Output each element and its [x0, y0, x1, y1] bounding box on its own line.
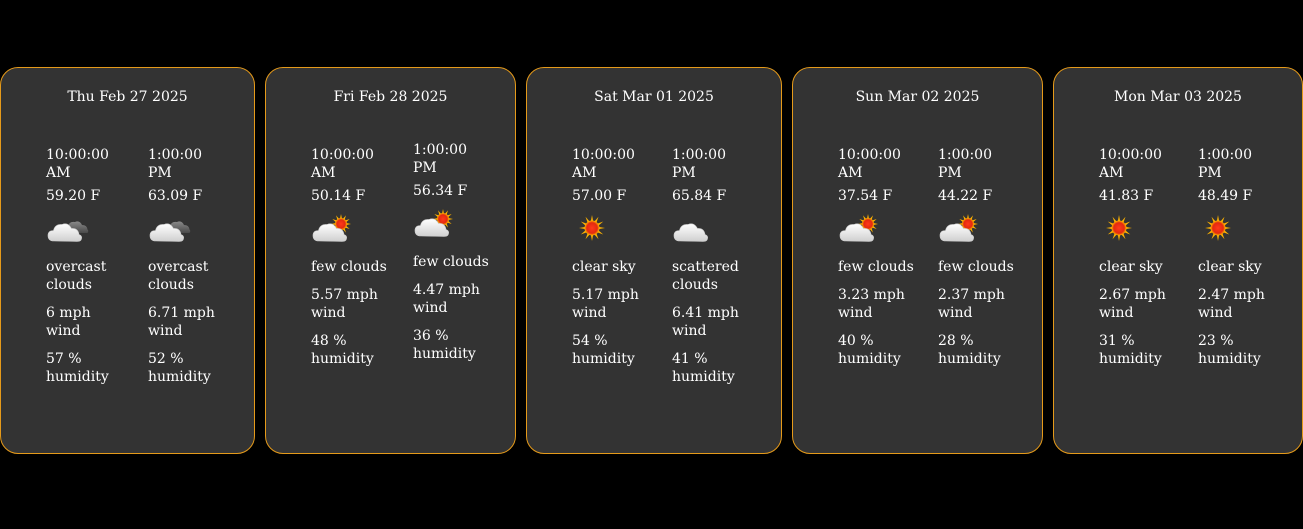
forecast-temp: 59.20 F [46, 188, 101, 204]
overcast-clouds-icon [46, 211, 128, 249]
day-date: Sat Mar 01 2025 [594, 89, 714, 105]
forecast-slot: 10:00:00 AM 57.00 F clear sky 5.17 mph w… [572, 146, 654, 368]
weather-description: few clouds [311, 259, 387, 275]
humidity: 48 % humidity [311, 333, 374, 367]
few-clouds-icon [938, 211, 1020, 249]
forecast-temp: 65.84 F [672, 188, 727, 204]
weather-description: few clouds [413, 254, 489, 270]
forecast-time: 1:00:00 PM [413, 142, 467, 176]
forecast-time: 10:00:00 AM [572, 147, 635, 181]
scattered-clouds-icon [672, 211, 754, 249]
day-card: Thu Feb 27 2025 10:00:00 AM 59.20 F over… [0, 67, 255, 454]
forecast-time: 10:00:00 AM [1099, 147, 1162, 181]
humidity: 52 % humidity [148, 351, 211, 385]
wind-speed: 6.41 mph wind [672, 305, 739, 339]
forecast-slot: 1:00:00 PM 63.09 F overcast clouds 6.71 … [148, 146, 230, 386]
humidity: 36 % humidity [413, 328, 476, 362]
humidity: 57 % humidity [46, 351, 109, 385]
weather-description: clear sky [1198, 259, 1262, 275]
forecast-temp: 56.34 F [413, 183, 468, 199]
humidity: 31 % humidity [1099, 333, 1162, 367]
forecast-temp: 48.49 F [1198, 188, 1253, 204]
wind-speed: 2.47 mph wind [1198, 287, 1265, 321]
few-clouds-icon [413, 206, 495, 244]
weather-description: scattered clouds [672, 259, 739, 293]
few-clouds-icon [311, 211, 393, 249]
day-date: Fri Feb 28 2025 [333, 89, 448, 105]
forecast-time: 10:00:00 AM [838, 147, 901, 181]
weather-description: few clouds [838, 259, 914, 275]
weather-description: few clouds [938, 259, 1014, 275]
humidity: 54 % humidity [572, 333, 635, 367]
clear-sky-icon [572, 211, 654, 249]
clear-sky-icon [1099, 211, 1181, 249]
forecast-slot: 1:00:00 PM 65.84 F scattered clouds 6.41… [672, 146, 754, 386]
humidity: 23 % humidity [1198, 333, 1261, 367]
day-card: Fri Feb 28 2025 10:00:00 AM 50.14 F few … [265, 67, 516, 454]
wind-speed: 2.67 mph wind [1099, 287, 1166, 321]
wind-speed: 2.37 mph wind [938, 287, 1005, 321]
wind-speed: 5.17 mph wind [572, 287, 639, 321]
weather-description: overcast clouds [148, 259, 209, 293]
forecast-temp: 44.22 F [938, 188, 993, 204]
forecast-temp: 37.54 F [838, 188, 893, 204]
humidity: 28 % humidity [938, 333, 1001, 367]
weather-description: overcast clouds [46, 259, 107, 293]
day-card: Mon Mar 03 2025 10:00:00 AM 41.83 F clea… [1053, 67, 1303, 454]
wind-speed: 4.47 mph wind [413, 282, 480, 316]
day-date: Thu Feb 27 2025 [67, 89, 188, 105]
day-date: Mon Mar 03 2025 [1114, 89, 1242, 105]
wind-speed: 6.71 mph wind [148, 305, 215, 339]
forecast-temp: 41.83 F [1099, 188, 1154, 204]
forecast-slot: 10:00:00 AM 41.83 F clear sky 2.67 mph w… [1099, 146, 1181, 368]
day-date: Sun Mar 02 2025 [855, 89, 980, 105]
forecast-time: 1:00:00 PM [938, 147, 992, 181]
forecast-slot: 10:00:00 AM 37.54 F few clouds 3.23 mph … [838, 146, 920, 368]
forecast-slot: 1:00:00 PM 44.22 F few clouds 2.37 mph w… [938, 146, 1020, 368]
forecast-temp: 50.14 F [311, 188, 366, 204]
few-clouds-icon [838, 211, 920, 249]
forecast-slot: 1:00:00 PM 56.34 F few clouds 4.47 mph w… [413, 141, 495, 363]
weather-description: clear sky [572, 259, 636, 275]
forecast-temp: 57.00 F [572, 188, 627, 204]
forecast-time: 10:00:00 AM [46, 147, 109, 181]
humidity: 40 % humidity [838, 333, 901, 367]
forecast-slot: 1:00:00 PM 48.49 F clear sky 2.47 mph wi… [1198, 146, 1280, 368]
wind-speed: 3.23 mph wind [838, 287, 905, 321]
forecast-slot: 10:00:00 AM 50.14 F few clouds 5.57 mph … [311, 146, 393, 368]
forecast-time: 1:00:00 PM [148, 147, 202, 181]
weather-description: clear sky [1099, 259, 1163, 275]
forecast-time: 10:00:00 AM [311, 147, 374, 181]
forecast-time: 1:00:00 PM [672, 147, 726, 181]
wind-speed: 6 mph wind [46, 305, 91, 339]
day-card: Sun Mar 02 2025 10:00:00 AM 37.54 F few … [792, 67, 1043, 454]
forecast-temp: 63.09 F [148, 188, 203, 204]
humidity: 41 % humidity [672, 351, 735, 385]
forecast-time: 1:00:00 PM [1198, 147, 1252, 181]
forecast-slot: 10:00:00 AM 59.20 F overcast clouds 6 mp… [46, 146, 128, 386]
day-card: Sat Mar 01 2025 10:00:00 AM 57.00 F clea… [526, 67, 782, 454]
wind-speed: 5.57 mph wind [311, 287, 378, 321]
overcast-clouds-icon [148, 211, 230, 249]
clear-sky-icon [1198, 211, 1280, 249]
